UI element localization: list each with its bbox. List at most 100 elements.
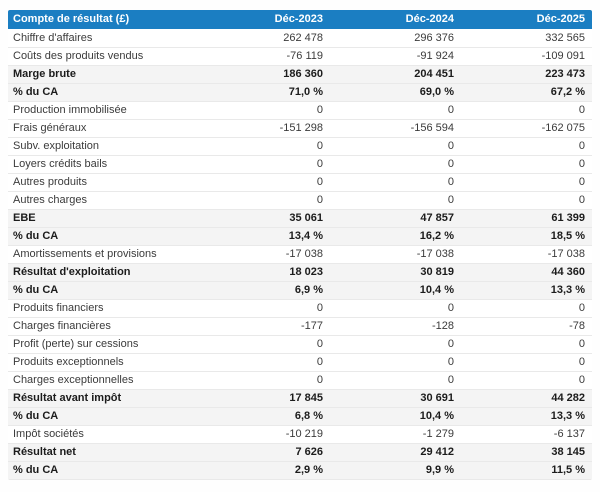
row-label: % du CA <box>8 281 199 300</box>
cell-value: 47 857 <box>330 209 461 228</box>
cell-value: 204 451 <box>330 65 461 84</box>
table-header: Compte de résultat (£) Déc-2023 Déc-2024… <box>8 10 592 29</box>
row-label: Impôt sociétés <box>8 425 199 444</box>
table-title: Compte de résultat (£) <box>8 10 199 29</box>
cell-value: -156 594 <box>330 119 461 138</box>
table-row: Produits exceptionnels 0 0 0 <box>8 353 592 372</box>
row-label: Résultat d'exploitation <box>8 263 199 282</box>
row-label: EBE <box>8 209 199 228</box>
cell-value: 69,0 % <box>330 83 461 102</box>
cell-value: 11,5 % <box>461 461 592 480</box>
table-row: Chiffre d'affaires 262 478 296 376 332 565 <box>8 29 592 48</box>
cell-value: -1 279 <box>330 425 461 444</box>
table-row: % du CA 6,9 % 10,4 % 13,3 % <box>8 281 592 300</box>
row-label: Résultat avant impôt <box>8 389 199 408</box>
cell-value: 0 <box>461 173 592 192</box>
cell-value: 71,0 % <box>199 83 330 102</box>
cell-value: 0 <box>330 191 461 210</box>
cell-value: 13,3 % <box>461 407 592 426</box>
cell-value: -78 <box>461 317 592 336</box>
cell-value: -128 <box>330 317 461 336</box>
cell-value: -151 298 <box>199 119 330 138</box>
table-row: Autres charges 0 0 0 <box>8 191 592 210</box>
cell-value: 44 360 <box>461 263 592 282</box>
cell-value: 0 <box>199 155 330 174</box>
row-label: Chiffre d'affaires <box>8 29 199 48</box>
cell-value: 44 282 <box>461 389 592 408</box>
cell-value: 0 <box>461 155 592 174</box>
cell-value: 296 376 <box>330 29 461 48</box>
table-row: Résultat net 7 626 29 412 38 145 <box>8 443 592 462</box>
cell-value: 7 626 <box>199 443 330 462</box>
cell-value: 61 399 <box>461 209 592 228</box>
row-label: Production immobilisée <box>8 101 199 120</box>
row-label: Résultat net <box>8 443 199 462</box>
header-row: Compte de résultat (£) Déc-2023 Déc-2024… <box>8 10 592 29</box>
cell-value: 30 691 <box>330 389 461 408</box>
table-row: EBE 35 061 47 857 61 399 <box>8 209 592 228</box>
row-label: % du CA <box>8 83 199 102</box>
cell-value: 29 412 <box>330 443 461 462</box>
table-row: Résultat avant impôt 17 845 30 691 44 282 <box>8 389 592 408</box>
table-row: % du CA 71,0 % 69,0 % 67,2 % <box>8 83 592 102</box>
cell-value: 0 <box>199 299 330 318</box>
cell-value: 10,4 % <box>330 281 461 300</box>
cell-value: 0 <box>461 191 592 210</box>
table-row: Impôt sociétés -10 219 -1 279 -6 137 <box>8 425 592 444</box>
table-row: Résultat d'exploitation 18 023 30 819 44 36… <box>8 263 592 282</box>
cell-value: 18,5 % <box>461 227 592 246</box>
row-label: Loyers crédits bails <box>8 155 199 174</box>
row-label: Marge brute <box>8 65 199 84</box>
cell-value: -6 137 <box>461 425 592 444</box>
cell-value: -109 091 <box>461 47 592 66</box>
cell-value: 35 061 <box>199 209 330 228</box>
table-row: Frais généraux -151 298 -156 594 -162 075 <box>8 119 592 138</box>
cell-value: 0 <box>461 335 592 354</box>
cell-value: 0 <box>199 335 330 354</box>
row-label: Charges financières <box>8 317 199 336</box>
table-row: % du CA 13,4 % 16,2 % 18,5 % <box>8 227 592 246</box>
cell-value: 0 <box>199 173 330 192</box>
cell-value: 10,4 % <box>330 407 461 426</box>
table-row: Autres produits 0 0 0 <box>8 173 592 192</box>
column-header-dec-2023: Déc-2023 <box>199 10 330 29</box>
cell-value: 0 <box>461 371 592 390</box>
cell-value: -17 038 <box>461 245 592 264</box>
cell-value: 13,3 % <box>461 281 592 300</box>
table-row: Produits financiers 0 0 0 <box>8 299 592 318</box>
cell-value: 186 360 <box>199 65 330 84</box>
cell-value: -76 119 <box>199 47 330 66</box>
cell-value: 0 <box>330 137 461 156</box>
cell-value: 0 <box>461 101 592 120</box>
cell-value: 6,8 % <box>199 407 330 426</box>
cell-value: 38 145 <box>461 443 592 462</box>
cell-value: -17 038 <box>330 245 461 264</box>
cell-value: -162 075 <box>461 119 592 138</box>
table-row: Production immobilisée 0 0 0 <box>8 101 592 120</box>
cell-value: 0 <box>330 371 461 390</box>
row-label: Frais généraux <box>8 119 199 138</box>
cell-value: 262 478 <box>199 29 330 48</box>
row-label: % du CA <box>8 407 199 426</box>
row-label: Coûts des produits vendus <box>8 47 199 66</box>
cell-value: -10 219 <box>199 425 330 444</box>
table-row: Profit (perte) sur cessions 0 0 0 <box>8 335 592 354</box>
table-row: % du CA 6,8 % 10,4 % 13,3 % <box>8 407 592 426</box>
table-row: Subv. exploitation 0 0 0 <box>8 137 592 156</box>
cell-value: 0 <box>461 353 592 372</box>
cell-value: 30 819 <box>330 263 461 282</box>
table-row: Marge brute 186 360 204 451 223 473 <box>8 65 592 84</box>
row-label: Autres produits <box>8 173 199 192</box>
income-statement-table: Compte de résultat (£) Déc-2023 Déc-2024… <box>8 10 592 480</box>
cell-value: 67,2 % <box>461 83 592 102</box>
row-label: % du CA <box>8 227 199 246</box>
cell-value: 0 <box>199 371 330 390</box>
cell-value: 0 <box>199 353 330 372</box>
cell-value: 0 <box>330 299 461 318</box>
cell-value: 0 <box>199 191 330 210</box>
cell-value: 0 <box>461 299 592 318</box>
cell-value: 16,2 % <box>330 227 461 246</box>
cell-value: -177 <box>199 317 330 336</box>
table-row: Amortissements et provisions -17 038 -17 0… <box>8 245 592 264</box>
cell-value: 0 <box>330 353 461 372</box>
